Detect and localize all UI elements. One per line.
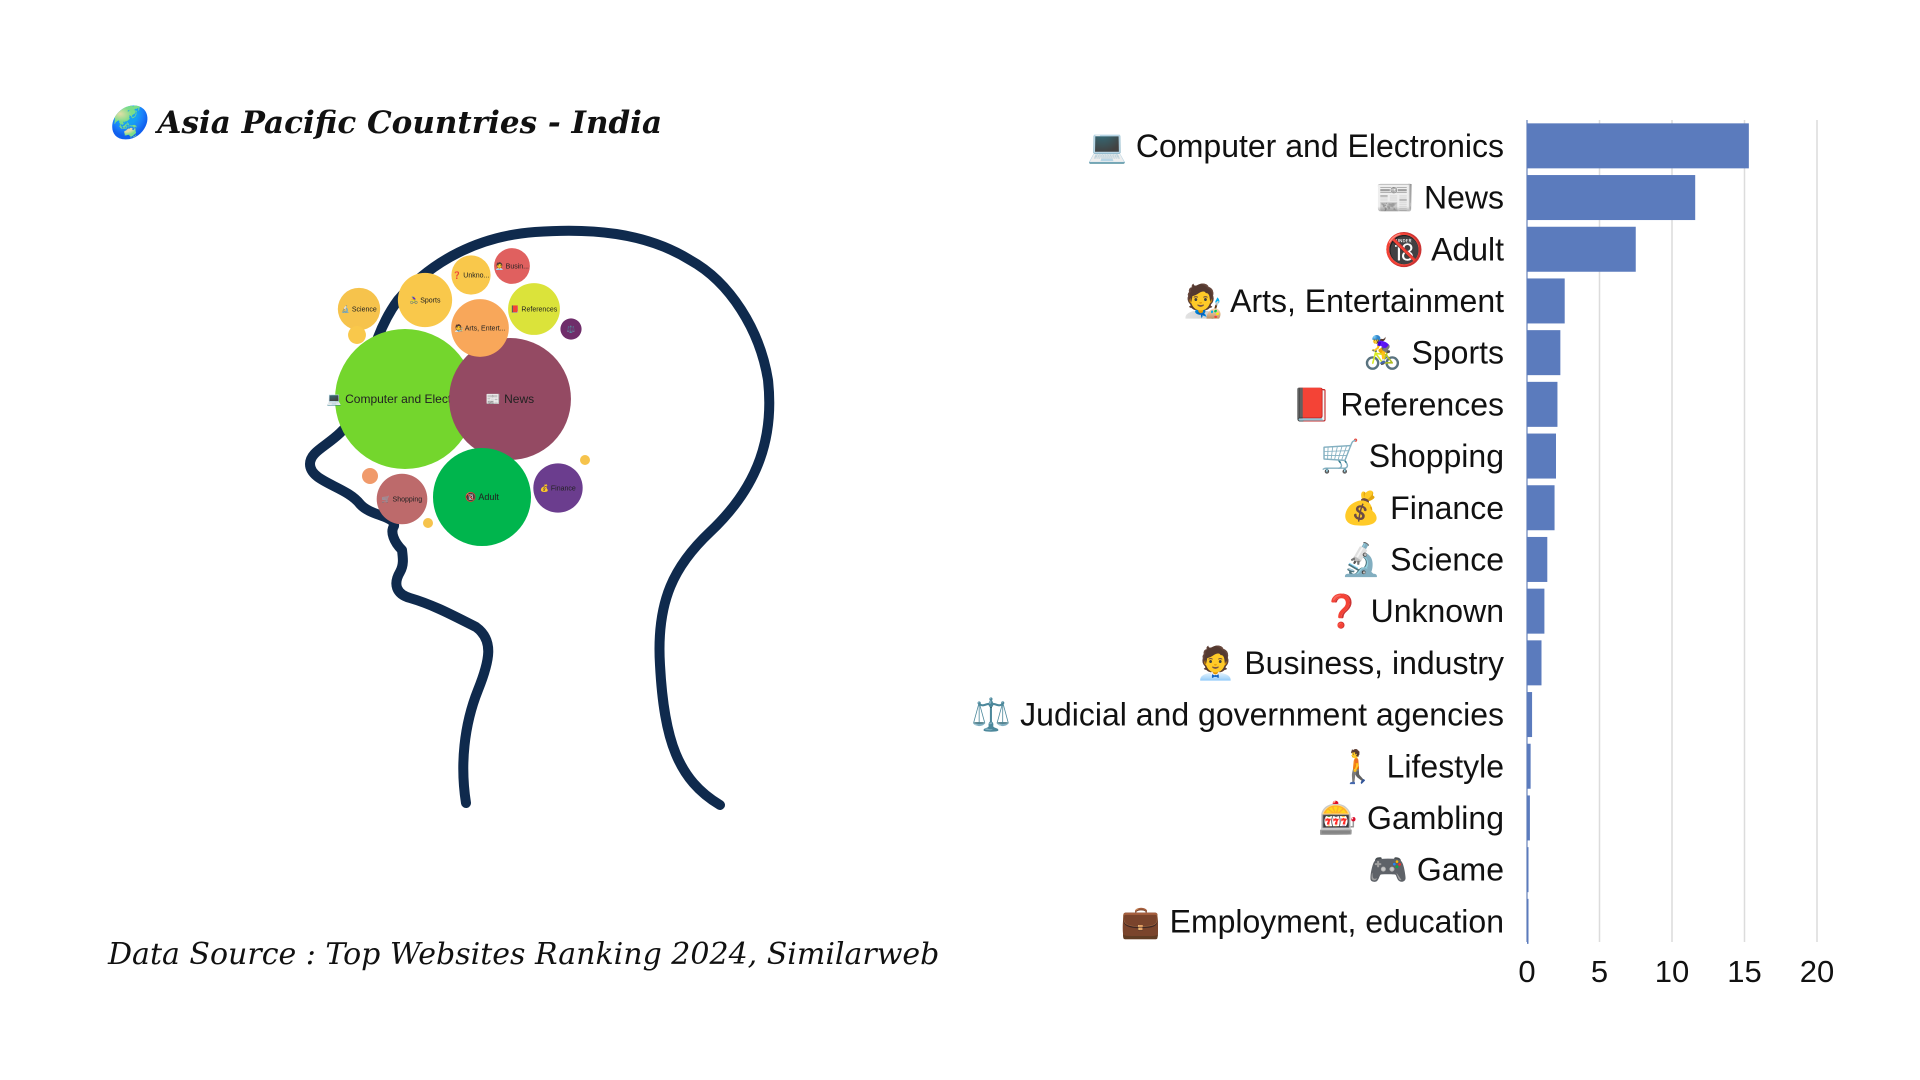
bubble-adult: [432, 447, 532, 547]
x-tick-label: 15: [1727, 954, 1761, 989]
x-tick-label: 10: [1655, 954, 1689, 989]
bubble-sports: [397, 272, 453, 328]
bubble-label: 🚴‍♀️ Sports: [410, 295, 441, 304]
x-tick-label: 5: [1591, 954, 1608, 989]
bubble-arts-entert: [451, 299, 509, 357]
x-tick-label: 20: [1800, 954, 1834, 989]
bar-gambling: [1527, 795, 1530, 841]
category-label: 💰 Finance: [1341, 490, 1504, 527]
bubble-science: [337, 287, 381, 331]
category-label: 🚴‍♀️ Sports: [1363, 335, 1504, 371]
category-label: 🧑‍🎨 Arts, Entertainment: [1183, 282, 1504, 319]
bar-news: [1527, 175, 1696, 221]
bar-sports: [1527, 330, 1561, 376]
category-label: 🎮 Game: [1368, 852, 1504, 888]
data-source-note: Data Source : Top Websites Ranking 2024,…: [108, 937, 940, 972]
bubble-item: [580, 455, 590, 465]
bubble-label: 📰 News: [486, 392, 534, 406]
bubble-item: [348, 326, 366, 344]
bubble-label: 📕 References: [511, 304, 558, 313]
category-label: 🛒 Shopping: [1320, 438, 1504, 474]
bar-computer-and-electronics: [1527, 123, 1749, 169]
bubble-label: 🛒 Shopping: [382, 494, 422, 503]
bubble-computer-and-electronics: [335, 329, 475, 469]
bubble-label: 💰 Finance: [540, 483, 576, 492]
bar-shopping: [1527, 433, 1556, 479]
bar-game: [1527, 847, 1529, 893]
bubble-item: [361, 467, 379, 485]
bubble-label: 🔬 Science: [341, 304, 377, 313]
chart-title-text: Asia Pacific Countries - India: [157, 105, 663, 141]
bubble-label: 🧑‍🎨 Arts, Entert...: [454, 323, 505, 332]
bubble-finance: [533, 463, 583, 513]
bar-unknown: [1527, 588, 1545, 634]
bubble-references: [508, 283, 560, 335]
bar-lifestyle: [1527, 743, 1531, 789]
category-label: 📕 References: [1292, 386, 1504, 422]
bubble-news: [449, 338, 571, 460]
bubble-label: 💻 Computer and Electronics: [327, 392, 483, 406]
bar-judicial-and-government-agencies: [1527, 692, 1533, 738]
category-label: 🚶 Lifestyle: [1338, 748, 1504, 784]
bubble-item: [560, 318, 582, 340]
category-label: 🔞 Adult: [1384, 231, 1504, 267]
category-label: 🔬 Science: [1341, 540, 1504, 577]
category-label: 💼 Employment, education: [1121, 903, 1504, 939]
category-label: 💻 Computer and Electronics: [1087, 128, 1504, 164]
bubble-item: [423, 518, 433, 528]
category-label: 📰 News: [1375, 180, 1504, 216]
bubble-label: 🔞 Adult: [465, 491, 499, 502]
category-label: 🧑‍💼 Business, industry: [1196, 644, 1504, 681]
bar-adult: [1527, 226, 1636, 272]
globe-icon: 🌏: [108, 105, 147, 141]
bubble-shopping: [376, 473, 428, 525]
bubble-unkno: [451, 255, 491, 295]
bar-references: [1527, 381, 1558, 427]
bubble-busin: [494, 248, 530, 284]
x-tick-label: 0: [1518, 954, 1535, 989]
category-label: 🎰 Gambling: [1318, 800, 1504, 836]
bubble-label: ❓ Unkno...: [453, 270, 490, 279]
bubble-label: 🧑‍💼 Busin...: [495, 261, 529, 270]
bar-arts-entertainment: [1527, 278, 1565, 324]
bar-science: [1527, 536, 1548, 582]
category-label: ❓ Unknown: [1322, 593, 1504, 629]
bar-employment-education: [1527, 898, 1529, 944]
bar-finance: [1527, 485, 1555, 531]
bar-business-industry: [1527, 640, 1542, 686]
bubble-label: ⚖️: [567, 324, 576, 333]
head-bubble-chart: 💻 Computer and Electronics 📰 News 🔞 Adult 🧑…: [305, 225, 775, 810]
chart-title: 🌏 Asia Pacific Countries - India: [108, 104, 662, 141]
category-label: ⚖️ Judicial and government agencies: [971, 697, 1504, 733]
